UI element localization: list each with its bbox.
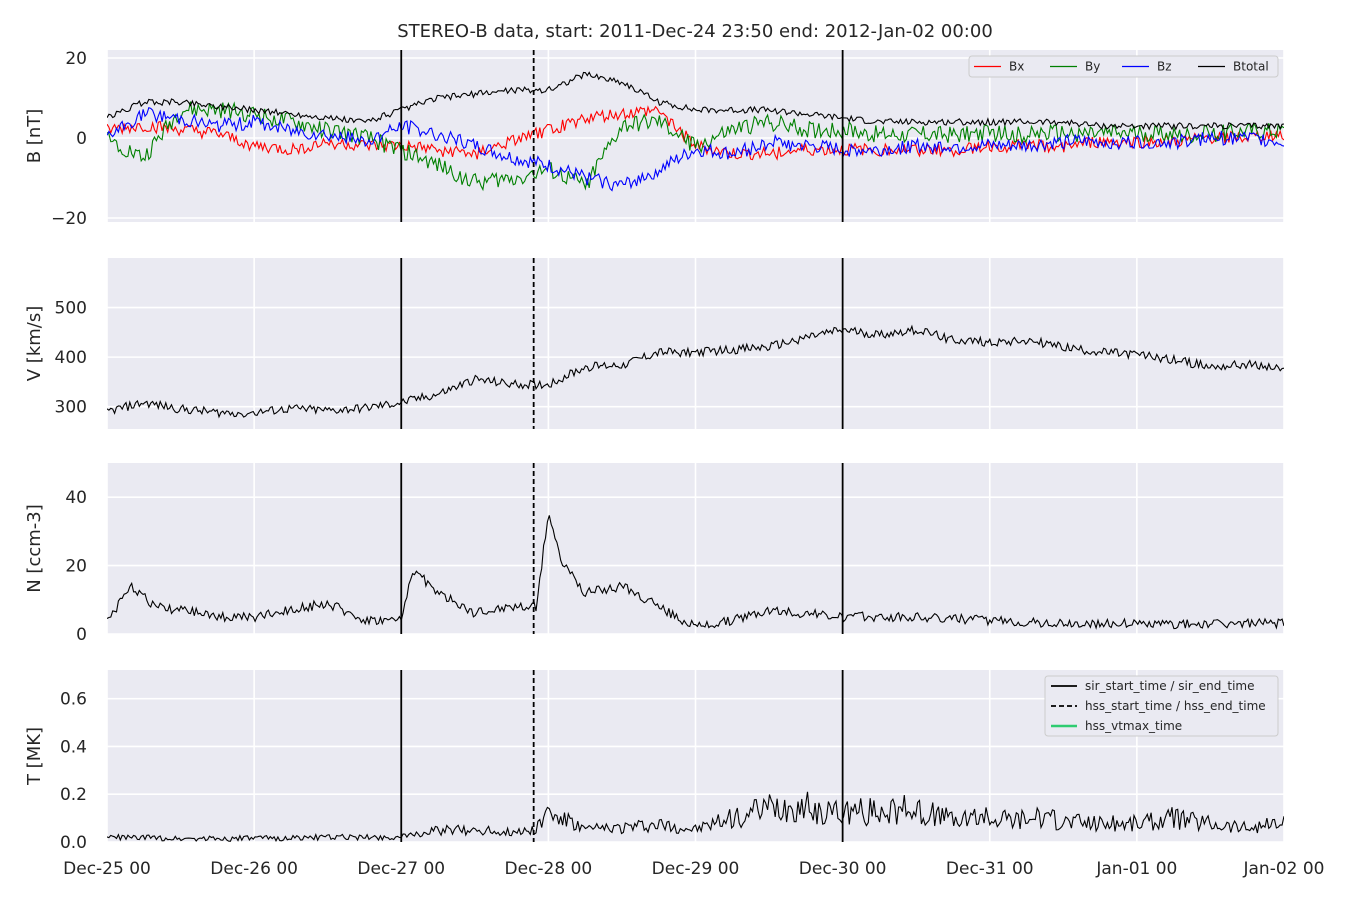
x-tick-label: Dec-28 00: [505, 859, 593, 879]
y-tick-label: 300: [55, 398, 87, 418]
legend-label: By: [1085, 60, 1100, 74]
y-tick-label: 20: [65, 49, 87, 69]
x-tick-label: Jan-02 00: [1242, 859, 1324, 879]
series-line-panel2: [107, 324, 1284, 419]
legend-label: Bx: [1009, 60, 1024, 74]
series-group: [107, 71, 1284, 192]
y-tick-label: 0.0: [60, 833, 87, 853]
y-tick-label: −20: [51, 209, 87, 229]
legend-frame: [1044, 675, 1279, 737]
series-group: [107, 515, 1284, 630]
y-tick-label: 40: [65, 488, 87, 508]
panel-4: 0.0 0.2 0.4 0.6 T [MK] sir_start_time / sir_e…: [24, 670, 1285, 853]
x-tick-label: Jan-01 00: [1095, 859, 1177, 879]
legend: Bx By Bz Btotal: [968, 55, 1279, 78]
legend-label: sir_start_time / sir_end_time: [1085, 679, 1255, 693]
x-tick-labels: Dec-25 00 Dec-26 00 Dec-27 00 Dec-28 00 Dec-…: [63, 859, 1324, 879]
y-tick-label: 0.2: [60, 785, 87, 805]
panel-1: −20 0 20 B [nT] Bx By Bz Btotal: [24, 49, 1285, 229]
y-tick-label: 0.4: [60, 737, 87, 757]
series-line-panel4: [107, 791, 1284, 842]
y-axis-label: N [ccm-3]: [24, 504, 45, 593]
legend-label: hss_start_time / hss_end_time: [1085, 699, 1266, 713]
series-line-panel3: [107, 515, 1284, 630]
series-group: [107, 791, 1284, 842]
x-tick-label: Dec-29 00: [652, 859, 740, 879]
panel-3: 0 20 40 N [ccm-3]: [24, 463, 1285, 645]
x-tick-label: Dec-25 00: [63, 859, 151, 879]
y-axis-label: T [MK]: [24, 727, 45, 786]
y-axis-label: V [km/s]: [24, 306, 45, 381]
series-line-bz: [107, 106, 1284, 192]
y-tick-label: 0: [76, 129, 87, 149]
panel-2: 300 400 500 V [km/s]: [24, 258, 1285, 429]
y-tick-label: 500: [55, 299, 87, 319]
y-tick-label: 0: [76, 625, 87, 645]
x-tick-label: Dec-30 00: [799, 859, 887, 879]
legend: sir_start_time / sir_end_time hss_start_t…: [1044, 675, 1279, 737]
y-tick-label: 400: [55, 348, 87, 368]
legend-label: Bz: [1157, 60, 1172, 74]
y-tick-label: 0.6: [60, 690, 87, 710]
legend-label: Btotal: [1233, 60, 1269, 74]
x-tick-label: Dec-31 00: [946, 859, 1034, 879]
x-tick-label: Dec-26 00: [210, 859, 298, 879]
x-tick-label: Dec-27 00: [357, 859, 445, 879]
series-line-by: [107, 101, 1284, 192]
legend-label: hss_vtmax_time: [1085, 719, 1182, 733]
figure-title: STEREO-B data, start: 2011-Dec-24 23:50 …: [397, 21, 993, 42]
series-line-btotal: [107, 71, 1284, 131]
y-axis-label: B [nT]: [24, 109, 45, 164]
y-tick-label: 20: [65, 557, 87, 577]
series-group: [107, 324, 1284, 419]
